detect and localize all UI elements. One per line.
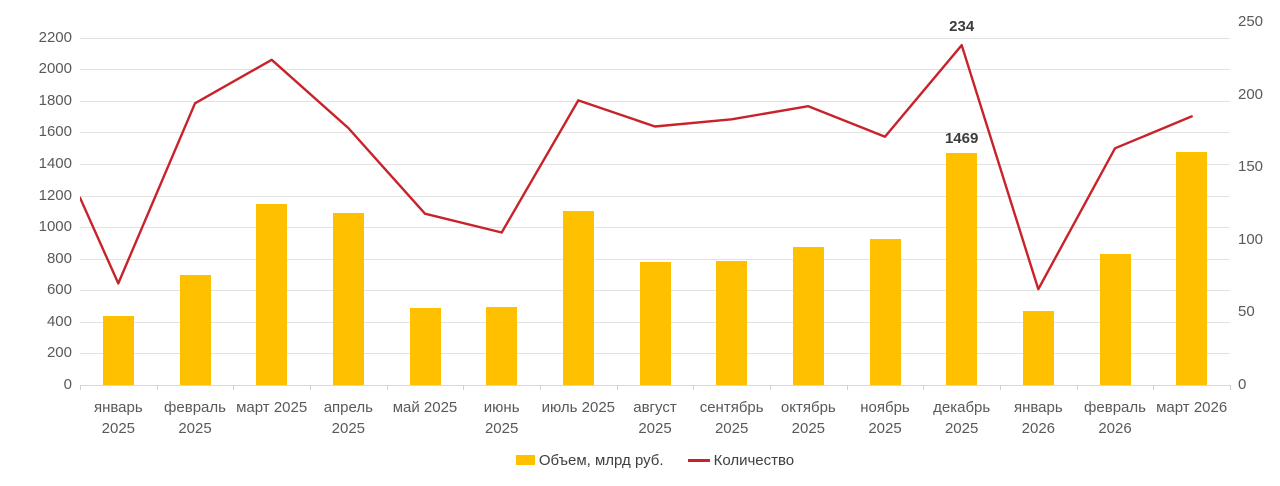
category-label-9: октябрь 2025 xyxy=(780,399,836,437)
x-axis-tick xyxy=(770,385,771,390)
bar-12 xyxy=(1022,310,1054,385)
category-label-2: март 2025 xyxy=(236,399,308,416)
left-axis-tick-label: 1000 xyxy=(38,218,72,236)
left-axis-tick-label: 1600 xyxy=(38,123,72,141)
x-axis-line xyxy=(80,385,1231,386)
x-axis-tick xyxy=(846,385,848,390)
legend: Объем, млрд руб. Количество xyxy=(80,448,1230,472)
gridline xyxy=(80,195,1230,197)
x-axis-tick xyxy=(923,385,925,390)
x-axis-tick xyxy=(156,385,158,390)
category-label-12: январь 2026 xyxy=(1013,399,1063,437)
bar-1 xyxy=(179,274,211,385)
category-label-7: август 2025 xyxy=(633,399,677,437)
right-axis-tick-label: 100 xyxy=(1238,230,1264,248)
bar-11 xyxy=(946,153,978,385)
left-axis-tick-label: 1800 xyxy=(38,91,72,109)
x-axis-tick xyxy=(463,385,465,390)
right-axis-tick-label: 250 xyxy=(1238,13,1264,30)
gridline xyxy=(80,132,1230,134)
category-label-6: июль 2025 xyxy=(541,399,616,416)
legend-label-count: Количество xyxy=(713,451,795,469)
gridline xyxy=(80,164,1230,166)
x-axis-tick xyxy=(616,385,618,390)
bar-7 xyxy=(639,261,671,385)
bar-10 xyxy=(869,239,901,385)
x-axis-tick xyxy=(1076,385,1078,390)
x-axis-tick xyxy=(80,385,81,390)
left-axis-tick-label: 200 xyxy=(46,344,72,362)
left-axis-tick-label: 1400 xyxy=(38,155,72,173)
category-label-13: февраль 2026 xyxy=(1084,399,1146,437)
bar-data-label: 1469 xyxy=(944,130,979,148)
left-axis-tick-label: 0 xyxy=(63,376,72,393)
left-axis-tick-label: 1200 xyxy=(38,186,72,204)
category-label-8: сентябрь 2025 xyxy=(699,399,764,437)
bar-4 xyxy=(409,307,441,385)
bar-2 xyxy=(256,204,288,385)
line-series-swatch-icon xyxy=(687,458,710,462)
gridline xyxy=(80,69,1230,71)
left-axis-tick-label: 400 xyxy=(46,312,72,330)
bar-14 xyxy=(1176,152,1208,385)
category-label-1: февраль 2025 xyxy=(164,399,226,437)
x-axis-tick xyxy=(693,385,695,390)
x-axis-tick xyxy=(1153,385,1155,390)
category-label-4: май 2025 xyxy=(392,399,458,416)
bar-5 xyxy=(486,306,518,385)
category-label-3: апрель 2025 xyxy=(323,399,373,437)
category-label-14: март 2026 xyxy=(1156,399,1228,416)
legend-item-volume: Объем, млрд руб. xyxy=(515,451,664,469)
category-label-11: декабрь 2025 xyxy=(933,399,991,437)
category-label-0: январь 2025 xyxy=(93,399,143,437)
gridline xyxy=(80,258,1230,260)
x-axis-tick xyxy=(1230,385,1231,390)
bar-8 xyxy=(716,261,748,385)
bar-3 xyxy=(332,212,364,385)
right-axis-tick-label: 50 xyxy=(1238,303,1255,321)
gridline xyxy=(80,37,1230,39)
gridline xyxy=(80,227,1230,229)
right-axis-tick-label: 200 xyxy=(1238,85,1264,103)
bar-0 xyxy=(102,315,134,385)
bar-13 xyxy=(1099,254,1131,385)
left-axis-tick-label: 800 xyxy=(46,249,72,267)
bar-series-swatch-icon xyxy=(515,455,535,465)
legend-item-count: Количество xyxy=(687,451,795,469)
left-axis-tick-label: 2000 xyxy=(38,60,72,78)
right-axis-tick-label: 150 xyxy=(1238,158,1264,176)
x-axis-tick xyxy=(1000,385,1001,390)
x-axis-tick xyxy=(233,385,235,390)
x-axis-tick xyxy=(386,385,388,390)
x-axis-tick xyxy=(310,385,311,390)
line-data-label: 234 xyxy=(949,18,975,36)
x-axis-tick xyxy=(540,385,541,390)
bar-6 xyxy=(562,211,594,385)
category-label-5: июнь 2025 xyxy=(483,399,520,437)
left-axis-tick-label: 2200 xyxy=(38,28,72,46)
legend-label-volume: Объем, млрд руб. xyxy=(538,451,664,469)
bar-9 xyxy=(792,246,824,385)
left-axis-tick-label: 600 xyxy=(46,281,72,299)
right-axis-tick-label: 0 xyxy=(1238,376,1247,393)
gridline xyxy=(80,100,1230,102)
category-label-10: ноябрь 2025 xyxy=(860,399,910,437)
